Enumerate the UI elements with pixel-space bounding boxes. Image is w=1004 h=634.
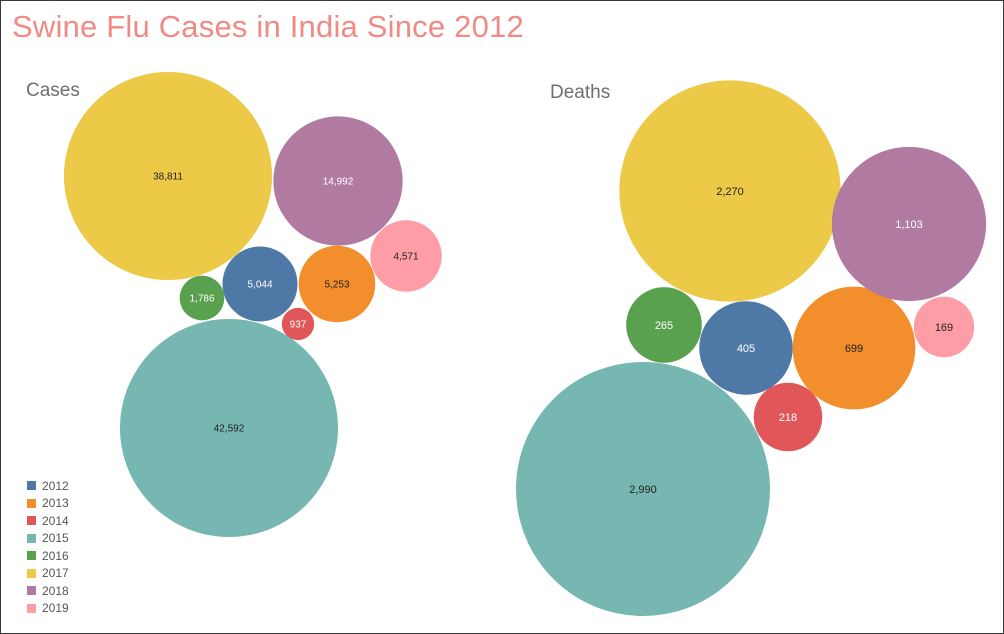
cases-panel-title: Cases (26, 80, 80, 101)
deaths-label-2018: 1,103 (895, 219, 923, 231)
cases-bubble-2014[interactable] (281, 307, 315, 341)
legend-swatch (27, 551, 36, 561)
legend-swatch (27, 586, 36, 596)
deaths-bubble-2013[interactable] (792, 286, 916, 410)
legend-item-2013[interactable]: 2013 (27, 495, 69, 513)
cases-bubble-2012[interactable] (222, 246, 298, 322)
legend-swatch (27, 603, 36, 613)
legend-item-2017[interactable]: 2017 (27, 565, 69, 583)
legend-swatch (27, 516, 36, 526)
deaths-bubble-2017[interactable] (619, 80, 841, 302)
cases-bubble-2016[interactable] (179, 275, 225, 321)
legend-label: 2017 (42, 566, 69, 581)
deaths-label-2016: 265 (655, 320, 673, 332)
cases-label-2013: 5,253 (324, 280, 349, 291)
deaths-bubble-2014[interactable] (753, 382, 823, 452)
deaths-bubble-2012[interactable] (699, 301, 793, 395)
legend-label: 2019 (42, 601, 69, 616)
legend-item-2012[interactable]: 2012 (27, 477, 69, 495)
cases-label-2018: 14,992 (323, 177, 354, 188)
cases-bubbles: 5,044 5,253 937 42,592 1,786 38,811 14,992 4,57… (63, 71, 442, 537)
cases-bubble-2013[interactable] (298, 245, 376, 323)
chart-title: Swine Flu Cases in India Since 2012 (12, 9, 524, 44)
legend-item-2019[interactable]: 2019 (27, 600, 69, 618)
legend-swatch (27, 498, 36, 508)
legend-swatch (27, 568, 36, 578)
legend-label: 2012 (42, 478, 69, 493)
deaths-label-2012: 405 (737, 343, 755, 355)
cases-label-2014: 937 (290, 320, 307, 331)
deaths-panel-title: Deaths (550, 82, 611, 103)
cases-bubble-2019[interactable] (370, 220, 442, 292)
cases-label-2019: 4,571 (393, 252, 418, 263)
deaths-label-2019: 169 (935, 322, 953, 334)
deaths-label-2013: 699 (845, 343, 863, 355)
cases-label-2016: 1,786 (189, 294, 214, 305)
cases-bubble-2015[interactable] (120, 319, 338, 537)
legend-item-2018[interactable]: 2018 (27, 582, 69, 600)
legend-swatch (27, 533, 36, 543)
legend: 2012 2013 2014 2015 2016 2017 2018 2019 (27, 477, 69, 617)
legend-item-2016[interactable]: 2016 (27, 547, 69, 565)
deaths-label-2015: 2,990 (629, 484, 657, 496)
deaths-bubble-2018[interactable] (831, 146, 987, 302)
deaths-label-2017: 2,270 (716, 186, 744, 198)
legend-label: 2015 (42, 531, 69, 546)
deaths-label-2014: 218 (779, 412, 797, 424)
cases-label-2015: 42,592 (214, 424, 245, 435)
legend-item-2015[interactable]: 2015 (27, 530, 69, 548)
legend-label: 2014 (42, 513, 69, 528)
legend-label: 2013 (42, 496, 69, 511)
cases-bubble-2017[interactable] (63, 71, 273, 281)
deaths-bubble-2016[interactable] (626, 287, 702, 363)
legend-label: 2016 (42, 548, 69, 563)
legend-swatch (27, 481, 36, 491)
legend-label: 2018 (42, 583, 69, 598)
deaths-bubble-2019[interactable] (913, 296, 975, 358)
cases-label-2012: 5,044 (247, 280, 272, 291)
cases-label-2017: 38,811 (153, 172, 183, 183)
deaths-bubble-2015[interactable] (516, 362, 770, 616)
deaths-bubbles: 405 699 218 2,990 265 2,270 1,103 169 (516, 80, 987, 616)
cases-bubble-2018[interactable] (273, 116, 403, 246)
legend-item-2014[interactable]: 2014 (27, 512, 69, 530)
